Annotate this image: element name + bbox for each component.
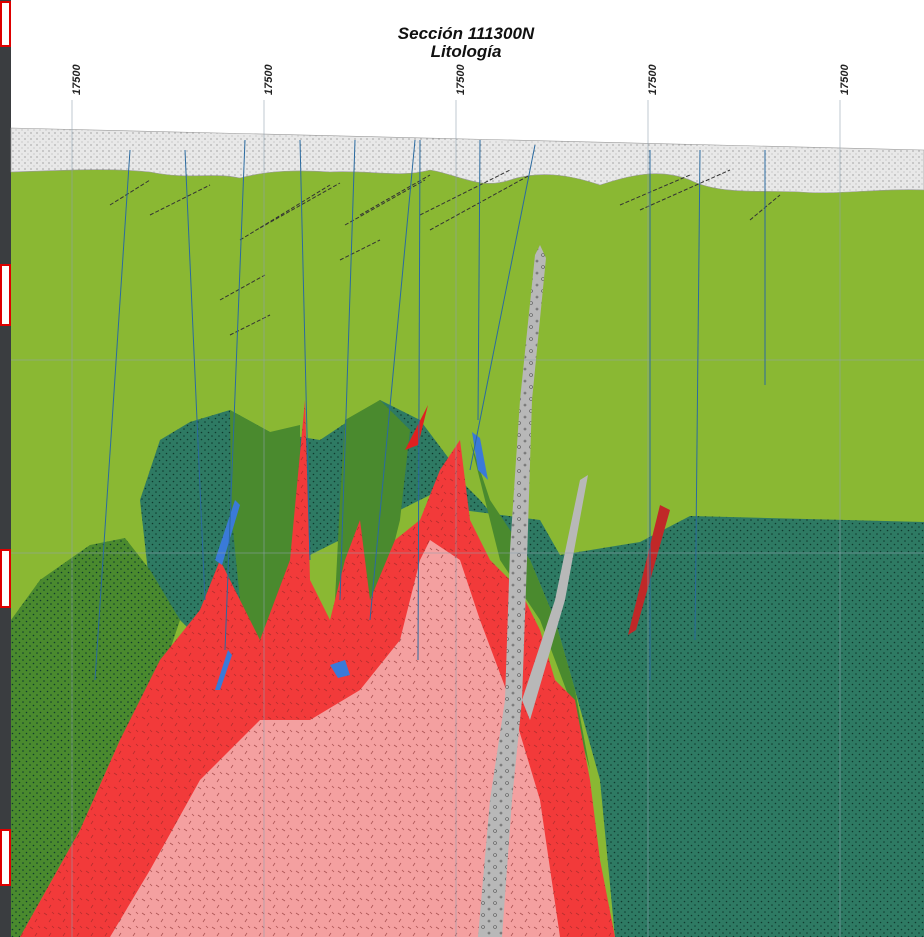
blue-lenses bbox=[215, 432, 488, 690]
drill-holes bbox=[94, 139, 766, 681]
pink-core bbox=[110, 540, 560, 937]
side-strip bbox=[0, 0, 11, 937]
subtitle: Litología bbox=[431, 42, 502, 61]
grid-label: 17500 bbox=[455, 64, 467, 95]
grid bbox=[11, 100, 924, 937]
grid-label: 17500 bbox=[71, 64, 83, 95]
title: Sección 111300N bbox=[398, 24, 535, 43]
grid-label: 17500 bbox=[839, 64, 851, 95]
gray-dike bbox=[478, 245, 588, 937]
side-markers bbox=[0, 1, 11, 886]
grid-label: 17500 bbox=[647, 64, 659, 95]
grid-label: 17500 bbox=[263, 64, 275, 95]
teal-unit bbox=[140, 400, 924, 937]
